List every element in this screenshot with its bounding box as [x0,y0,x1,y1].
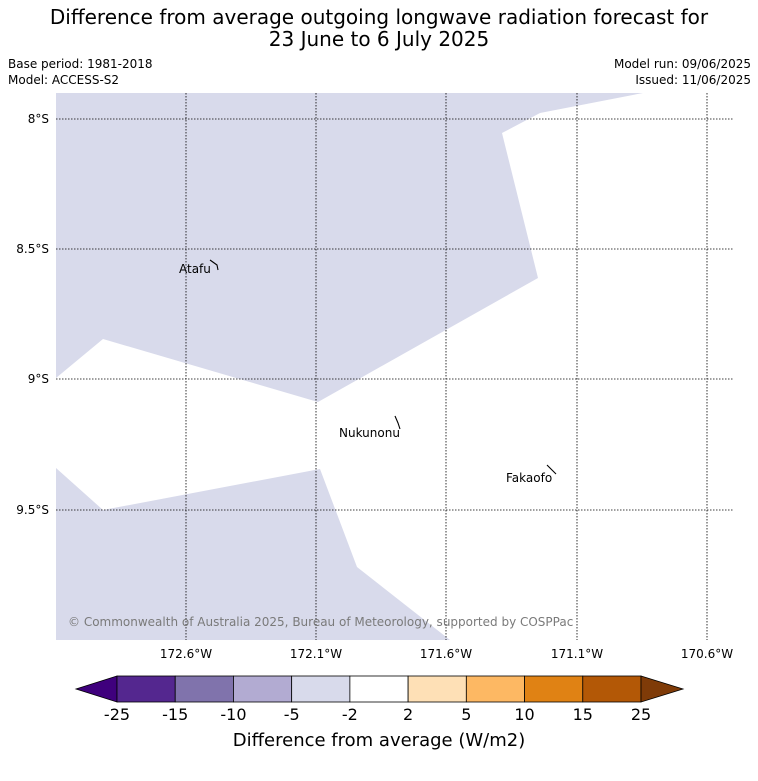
colorbar-bin [407,675,467,703]
title-line-1: Difference from average outgoing longwav… [49,5,709,29]
lon-label-170-6w: 170.6°W [681,647,733,661]
meta-left: Base period: 1981-2018 Model: ACCESS-S2 [8,56,153,88]
colorbar-tick-label: 25 [631,705,651,724]
fakaofo-atoll [546,464,557,475]
lon-label-172-6w: 172.6°W [160,647,212,661]
colorbar-bin [465,675,525,703]
anomaly-region-south [56,468,450,640]
anomaly-region-north [56,93,643,402]
lat-label-8-5s: 8.5°S [16,242,49,256]
model-name: Model: ACCESS-S2 [8,73,120,87]
copyright-notice: © Commonwealth of Australia 2025, Bureau… [68,615,573,629]
place-label-atafu: Atafu [179,262,211,276]
lon-label-171-1w: 171.1°W [551,647,603,661]
chart-title: Difference from average outgoing longwav… [0,6,758,50]
colorbar-tick-label: 2 [403,705,413,724]
lon-label-172-1w: 172.1°W [290,647,342,661]
colorbar-tick-label: -25 [104,705,130,724]
colorbar-under-extend [74,675,118,703]
colorbar-tick-label: 5 [461,705,471,724]
colorbar-title: Difference from average (W/m2) [232,730,526,751]
place-label-fakaofo: Fakaofo [506,471,552,485]
colorbar-tick-label: -5 [284,705,300,724]
nukunonu-atoll [394,415,401,430]
colorbar-tick-label: -10 [220,705,246,724]
colorbar-bin [582,675,642,703]
colorbar-tick-label: 15 [573,705,593,724]
colorbar-tick-label: -2 [342,705,358,724]
place-label-nukunonu: Nukunonu [339,426,400,440]
lon-label-171-6w: 171.6°W [420,647,472,661]
lat-label-9s: 9°S [28,372,49,386]
colorbar-tick-label: 10 [514,705,534,724]
colorbar-bin [233,675,293,703]
colorbar-bin [174,675,234,703]
colorbar-bin [116,675,176,703]
colorbar-bin [349,675,409,703]
colorbar-tick-label: -15 [162,705,188,724]
colorbar-bin [291,675,351,703]
lat-label-9-5s: 9.5°S [16,503,49,517]
atafu-atoll [209,259,219,271]
base-period: Base period: 1981-2018 [8,57,153,71]
title-line-2: 23 June to 6 July 2025 [268,27,490,51]
meta-right: Model run: 09/06/2025 Issued: 11/06/2025 [614,56,751,88]
model-run: Model run: 09/06/2025 [613,57,751,71]
issued-date: Issued: 11/06/2025 [635,73,751,87]
colorbar-bin [524,675,584,703]
colorbar-over-extend [640,675,685,703]
lat-label-8s: 8°S [28,112,49,126]
